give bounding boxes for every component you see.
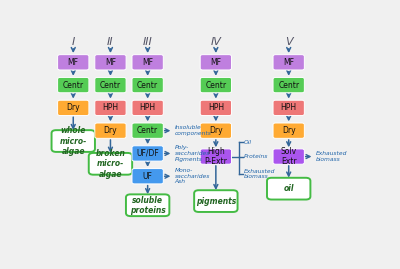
Text: Poly-
saccharides
Pigments: Poly- saccharides Pigments xyxy=(174,145,210,162)
FancyBboxPatch shape xyxy=(200,123,232,138)
Text: I: I xyxy=(72,37,75,47)
FancyBboxPatch shape xyxy=(132,146,163,161)
FancyBboxPatch shape xyxy=(273,149,304,164)
Text: pigments: pigments xyxy=(196,197,236,206)
FancyBboxPatch shape xyxy=(267,178,310,200)
Text: Mono-
saccharides
Ash: Mono- saccharides Ash xyxy=(174,168,210,184)
FancyBboxPatch shape xyxy=(132,169,163,184)
Text: Proteins: Proteins xyxy=(244,154,268,159)
FancyBboxPatch shape xyxy=(132,77,163,93)
Text: whole
micro-
algae: whole micro- algae xyxy=(60,126,87,156)
FancyBboxPatch shape xyxy=(200,149,232,164)
Text: MF: MF xyxy=(283,58,294,67)
Text: Dry: Dry xyxy=(66,103,80,112)
FancyBboxPatch shape xyxy=(273,100,304,116)
Text: High
P-Extr: High P-Extr xyxy=(204,147,227,166)
Text: soluble
proteins: soluble proteins xyxy=(130,196,166,215)
FancyBboxPatch shape xyxy=(273,77,304,93)
FancyBboxPatch shape xyxy=(126,194,169,216)
FancyBboxPatch shape xyxy=(95,123,126,138)
FancyBboxPatch shape xyxy=(273,123,304,138)
Text: Centr: Centr xyxy=(100,81,121,90)
FancyBboxPatch shape xyxy=(200,100,232,116)
Text: II: II xyxy=(107,37,114,47)
FancyBboxPatch shape xyxy=(95,100,126,116)
Text: Centr: Centr xyxy=(205,81,226,90)
FancyBboxPatch shape xyxy=(200,77,232,93)
Text: Exhausted
biomass: Exhausted biomass xyxy=(316,151,347,162)
Text: Solv
Extr: Solv Extr xyxy=(281,147,297,166)
Text: Centr: Centr xyxy=(278,81,299,90)
Text: HPH: HPH xyxy=(140,103,156,112)
Text: V: V xyxy=(285,37,292,47)
FancyBboxPatch shape xyxy=(52,130,95,152)
Text: Centr: Centr xyxy=(137,81,158,90)
Text: MF: MF xyxy=(105,58,116,67)
FancyBboxPatch shape xyxy=(273,55,304,70)
FancyBboxPatch shape xyxy=(58,100,89,116)
FancyBboxPatch shape xyxy=(89,153,132,175)
FancyBboxPatch shape xyxy=(132,55,163,70)
Text: Dry: Dry xyxy=(104,126,117,135)
Text: Exhausted
biomass: Exhausted biomass xyxy=(244,169,276,179)
Text: Centr: Centr xyxy=(137,126,158,135)
Text: IV: IV xyxy=(210,37,221,47)
Text: Insoluble
components: Insoluble components xyxy=(174,125,211,136)
Text: oil: oil xyxy=(284,184,294,193)
Text: broken
micro-
algae: broken micro- algae xyxy=(96,149,125,179)
Text: MF: MF xyxy=(68,58,79,67)
FancyBboxPatch shape xyxy=(95,55,126,70)
Text: HPH: HPH xyxy=(208,103,224,112)
Text: Centr: Centr xyxy=(63,81,84,90)
Text: HPH: HPH xyxy=(281,103,297,112)
Text: MF: MF xyxy=(210,58,221,67)
Text: HPH: HPH xyxy=(102,103,118,112)
Text: Oil: Oil xyxy=(244,140,252,144)
FancyBboxPatch shape xyxy=(200,55,232,70)
Text: UF/DF: UF/DF xyxy=(136,149,159,158)
FancyBboxPatch shape xyxy=(132,100,163,116)
FancyBboxPatch shape xyxy=(132,123,163,138)
Text: III: III xyxy=(143,37,152,47)
FancyBboxPatch shape xyxy=(194,190,238,212)
Text: Dry: Dry xyxy=(282,126,296,135)
Text: Dry: Dry xyxy=(209,126,223,135)
Text: UF: UF xyxy=(143,172,152,181)
FancyBboxPatch shape xyxy=(58,77,89,93)
FancyBboxPatch shape xyxy=(58,55,89,70)
Text: MF: MF xyxy=(142,58,153,67)
FancyBboxPatch shape xyxy=(95,77,126,93)
